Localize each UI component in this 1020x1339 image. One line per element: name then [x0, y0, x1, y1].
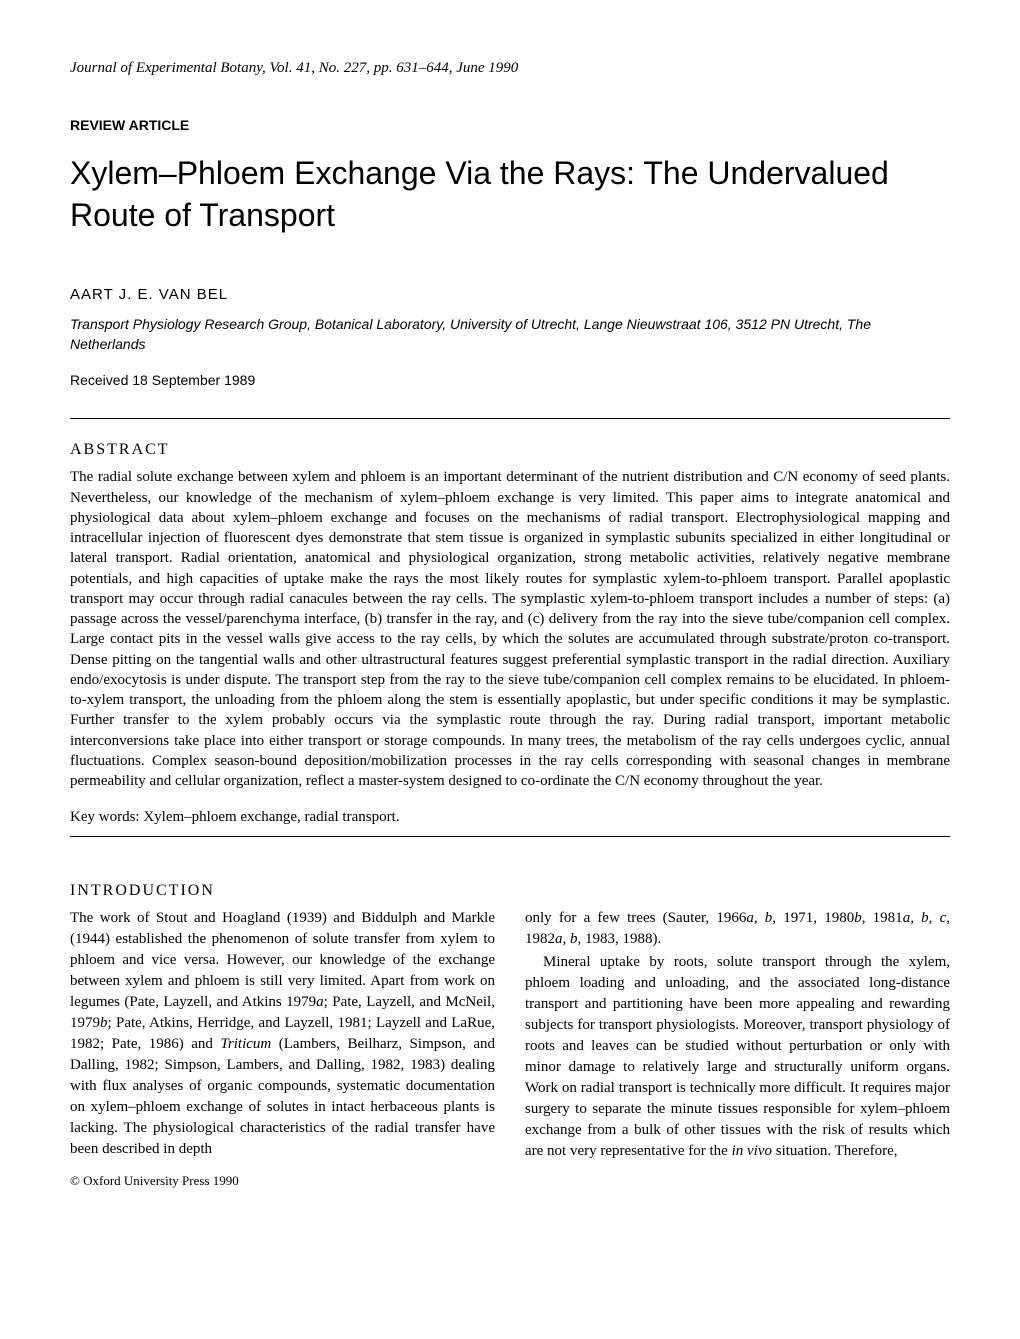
intro-italic: a, b — [746, 910, 772, 926]
intro-italic: a, b — [555, 931, 578, 947]
intro-text: , 1971, 1980 — [772, 910, 854, 926]
intro-paragraph-2: only for a few trees (Sauter, 1966a, b, … — [525, 908, 950, 950]
article-title: Xylem–Phloem Exchange Via the Rays: The … — [70, 153, 950, 236]
abstract-text: The radial solute exchange between xylem… — [70, 467, 950, 791]
article-type-label: REVIEW ARTICLE — [70, 117, 950, 133]
intro-italic: Triticum — [220, 1036, 271, 1052]
intro-italic: b — [854, 910, 862, 926]
intro-italic: b — [100, 1015, 108, 1031]
intro-text: (Lambers, Beilharz, Simpson, and Dalling… — [70, 1036, 495, 1157]
abstract-heading: ABSTRACT — [70, 441, 950, 459]
author-affiliation: Transport Physiology Research Group, Bot… — [70, 315, 950, 354]
intro-text: Mineral uptake by roots, solute transpor… — [525, 954, 950, 1159]
intro-paragraph-3: Mineral uptake by roots, solute transpor… — [525, 952, 950, 1162]
introduction-column-left: The work of Stout and Hoagland (1939) an… — [70, 908, 495, 1190]
intro-text: only for a few trees (Sauter, 1966 — [525, 910, 746, 926]
introduction-section: INTRODUCTION The work of Stout and Hoagl… — [70, 882, 950, 1190]
introduction-heading: INTRODUCTION — [70, 882, 950, 900]
keywords: Key words: Xylem–phloem exchange, radial… — [70, 809, 950, 826]
received-date: Received 18 September 1989 — [70, 372, 950, 388]
intro-paragraph-1: The work of Stout and Hoagland (1939) an… — [70, 908, 495, 1160]
intro-text: , 1983, 1988). — [578, 931, 662, 947]
introduction-column-right: only for a few trees (Sauter, 1966a, b, … — [525, 908, 950, 1190]
divider-line — [70, 836, 950, 837]
author-name: AART J. E. VAN BEL — [70, 286, 950, 303]
intro-italic: a — [316, 994, 324, 1010]
intro-text: , 1981 — [862, 910, 903, 926]
intro-text: situation. Therefore, — [772, 1143, 898, 1159]
journal-header: Journal of Experimental Botany, Vol. 41,… — [70, 60, 950, 77]
keywords-label: Key words: — [70, 809, 143, 825]
copyright-notice: © Oxford University Press 1990 — [70, 1172, 495, 1190]
intro-italic: a, b, c — [903, 910, 947, 926]
introduction-columns: The work of Stout and Hoagland (1939) an… — [70, 908, 950, 1190]
intro-italic: in vivo — [732, 1143, 772, 1159]
divider-line — [70, 418, 950, 419]
keywords-text: Xylem–phloem exchange, radial transport. — [143, 809, 399, 825]
